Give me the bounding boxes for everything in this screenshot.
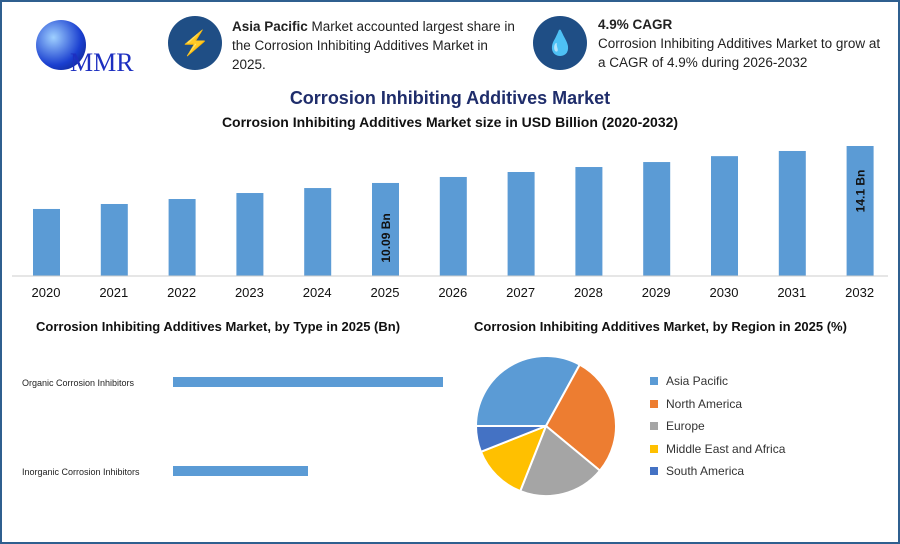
type-bar [173,377,443,387]
legend-label: South America [666,464,745,479]
legend-item: Asia Pacific [650,370,785,393]
legend-label: North America [666,396,743,411]
data-label-2025: 10.09 Bn [379,213,393,262]
x-tick-2031: 2031 [777,285,806,300]
x-tick-2020: 2020 [32,285,61,300]
x-tick-2025: 2025 [371,285,400,300]
pie-slice-north-america [544,363,617,473]
bar-2021 [100,203,128,276]
region-chart-title: Corrosion Inhibiting Additives Market, b… [474,319,847,334]
bar-2032 [846,146,874,276]
bar-2025 [372,182,399,276]
bar-2026 [439,176,467,276]
drop-icon: 💧 [533,16,587,70]
globe-icon [36,20,86,70]
bar-2022 [168,199,196,276]
legend-swatch [650,377,658,386]
x-tick-2026: 2026 [438,285,467,300]
x-tick-2022: 2022 [167,285,196,300]
type-bar [173,466,308,476]
pie-slice-asia-pacific [474,355,582,427]
legend-item: North America [650,393,785,416]
x-tick-2028: 2028 [574,285,603,300]
bar-chart-subtitle: Corrosion Inhibiting Additives Market si… [221,114,679,130]
pie-slice-middle-east-and-africa [479,424,548,493]
logo-text: MMR [70,48,134,77]
pie-slice-south-america [474,425,547,454]
market-size-bar-chart: 2020 2021 2022 2023 2024 2025 10.09 Bn 2026 2027… [12,146,888,300]
x-tick-2024: 2024 [303,285,332,300]
legend-item: Middle East and Africa [650,438,785,461]
bar-2024 [304,188,332,276]
legend-label: Middle East and Africa [666,441,786,456]
bar-2023 [236,193,264,276]
bar-2031 [778,150,806,276]
highlight-bold: 4.9% CAGR [598,17,673,32]
type-bar-chart: Organic Corrosion Inhibitors Inorganic Co… [22,377,443,477]
x-tick-2023: 2023 [235,285,264,300]
legend-swatch [650,467,658,476]
x-tick-2021: 2021 [99,285,128,300]
bar-2029 [643,162,671,276]
legend-swatch [650,399,658,408]
bar-2027 [507,172,535,276]
highlight-text: Market accounted largest share in the Co… [232,19,515,72]
x-tick-2032: 2032 [845,285,874,300]
lightning-icon: ⚡ [168,16,222,70]
highlight-cagr: 4.9% CAGR Corrosion Inhibiting Additives… [598,15,888,72]
region-pie-chart [474,355,617,497]
legend-swatch [650,444,658,453]
legend-item: Europe [650,415,785,438]
highlight-bold: Asia Pacific [232,19,308,34]
legend-label: Asia Pacific [666,374,729,389]
pie-legend: Asia Pacific North America Europe Middle Ea… [650,370,785,483]
type-label: Inorganic Corrosion Inhibitors [22,467,140,477]
legend-item: South America [650,460,785,483]
legend-label: Europe [666,419,705,434]
bar-2030 [711,156,738,276]
highlight-region: Asia Pacific Market accounted largest sh… [232,17,522,74]
highlight-text: Corrosion Inhibiting Additives Market to… [598,36,881,70]
x-tick-2027: 2027 [506,285,535,300]
type-chart-title: Corrosion Inhibiting Additives Market, b… [36,319,401,334]
logo: MMR [30,18,140,78]
page-title: Corrosion Inhibiting Additives Market [289,88,611,108]
x-tick-2030: 2030 [710,285,739,300]
x-tick-2029: 2029 [642,285,671,300]
bar-2028 [575,167,603,276]
type-label: Organic Corrosion Inhibitors [22,378,135,388]
pie-slice-europe [518,424,602,497]
data-label-2032: 14.1 Bn [854,170,868,213]
legend-swatch [650,422,658,431]
bar-2020 [33,208,60,276]
